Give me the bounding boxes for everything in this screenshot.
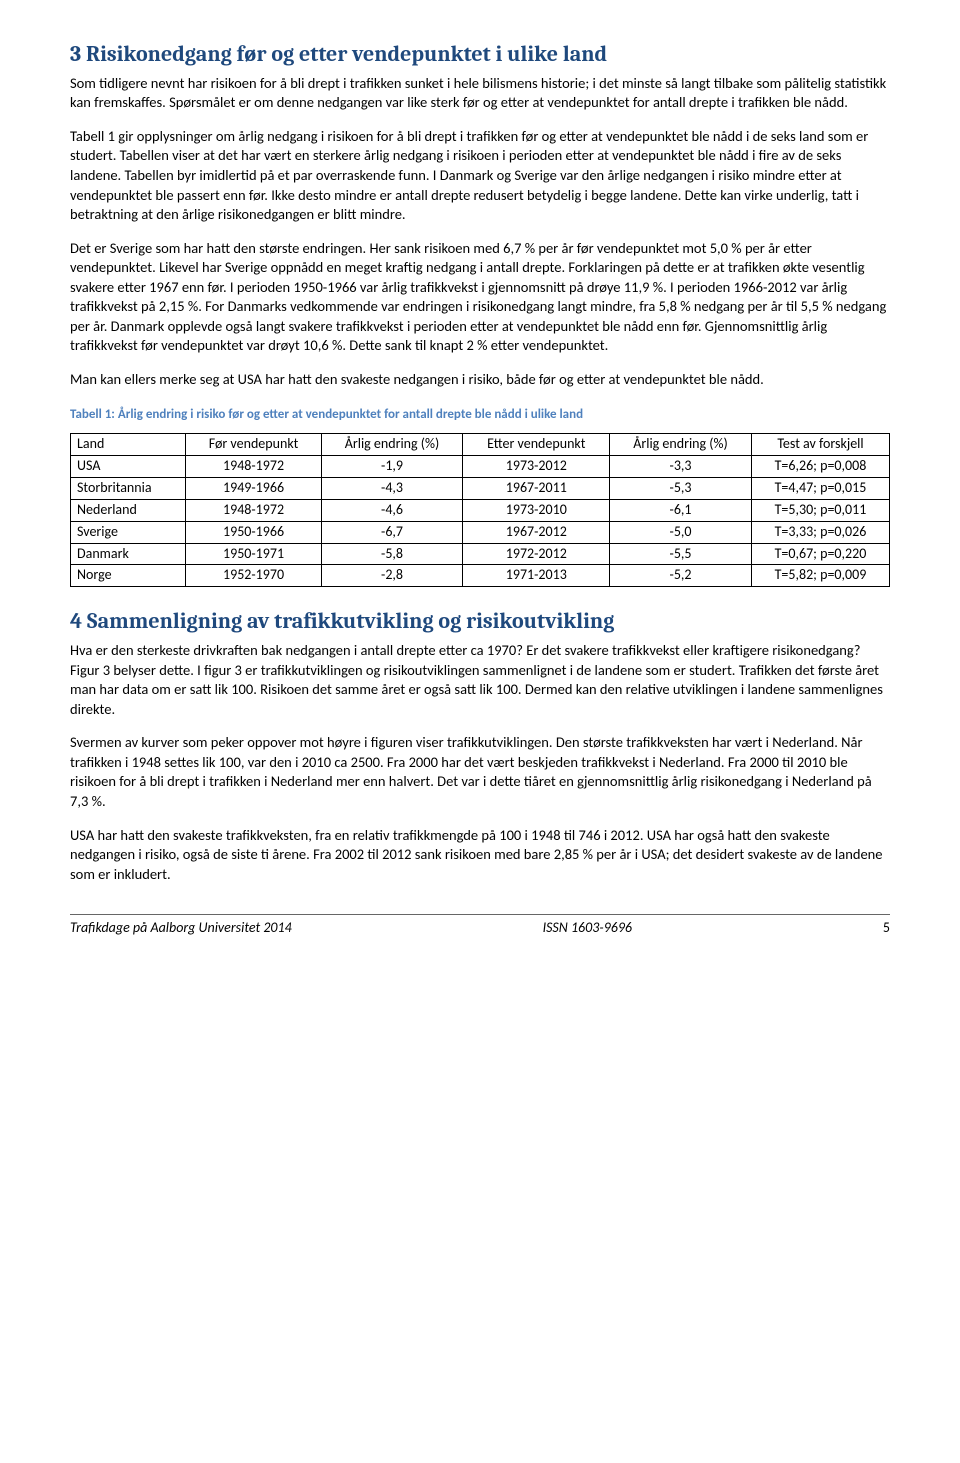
table-cell: Norge — [71, 565, 186, 587]
section-4-para-2: Svermen av kurver som peker oppover mot … — [70, 733, 890, 811]
table-row: Sverige1950-1966-6,71967-2012-5,0T=3,33;… — [71, 521, 890, 543]
table-row: Storbritannia1949-1966-4,31967-2011-5,3T… — [71, 477, 890, 499]
section-4-heading: 4 Sammenligning av trafikkutvikling og r… — [70, 607, 890, 637]
table-cell: -4,3 — [321, 477, 463, 499]
table-cell: T=6,26; p=0,008 — [751, 456, 889, 478]
section-3-para-1: Som tidligere nevnt har risikoen for å b… — [70, 74, 890, 113]
section-3-heading: 3 Risikonedgang før og etter vendepunkte… — [70, 40, 890, 70]
table-cell: 1973-2012 — [463, 456, 610, 478]
table-cell: -5,0 — [610, 521, 752, 543]
table-cell: USA — [71, 456, 186, 478]
table-cell: -6,7 — [321, 521, 463, 543]
table-header-row: Land Før vendepunkt Årlig endring (%) Et… — [71, 434, 890, 456]
table-row: Norge1952-1970-2,81971-2013-5,2T=5,82; p… — [71, 565, 890, 587]
table-cell: 1949-1966 — [186, 477, 321, 499]
section-3-para-3: Det er Sverige som har hatt den største … — [70, 239, 890, 356]
table-1-caption: Tabell 1: Årlig endring i risiko før og … — [70, 406, 890, 424]
th-arlig1: Årlig endring (%) — [321, 434, 463, 456]
th-land: Land — [71, 434, 186, 456]
section-4-para-1: Hva er den sterkeste drivkraften bak ned… — [70, 641, 890, 719]
table-row: Nederland1948-1972-4,61973-2010-6,1T=5,3… — [71, 499, 890, 521]
table-cell: 1967-2012 — [463, 521, 610, 543]
footer-middle: ISSN 1603-9696 — [543, 919, 632, 938]
page-footer: Trafikdage på Aalborg Universitet 2014 I… — [70, 914, 890, 938]
th-test: Test av forskjell — [751, 434, 889, 456]
th-arlig2: Årlig endring (%) — [610, 434, 752, 456]
section-4-para-3: USA har hatt den svakeste trafikkveksten… — [70, 826, 890, 885]
section-4: 4 Sammenligning av trafikkutvikling og r… — [70, 607, 890, 884]
table-cell: -5,2 — [610, 565, 752, 587]
table-cell: 1971-2013 — [463, 565, 610, 587]
table-cell: Sverige — [71, 521, 186, 543]
table-cell: -5,8 — [321, 543, 463, 565]
section-3-para-4: Man kan ellers merke seg at USA har hatt… — [70, 370, 890, 390]
table-cell: 1952-1970 — [186, 565, 321, 587]
section-3: 3 Risikonedgang før og etter vendepunkte… — [70, 40, 890, 390]
table-row: USA1948-1972-1,91973-2012-3,3T=6,26; p=0… — [71, 456, 890, 478]
table-cell: -6,1 — [610, 499, 752, 521]
table-cell: -5,5 — [610, 543, 752, 565]
table-cell: Storbritannia — [71, 477, 186, 499]
table-cell: -4,6 — [321, 499, 463, 521]
table-1: Land Før vendepunkt Årlig endring (%) Et… — [70, 433, 890, 587]
table-cell: T=3,33; p=0,026 — [751, 521, 889, 543]
table-cell: 1950-1966 — [186, 521, 321, 543]
table-cell: 1973-2010 — [463, 499, 610, 521]
table-cell: 1972-2012 — [463, 543, 610, 565]
section-3-para-2: Tabell 1 gir opplysninger om årlig nedga… — [70, 127, 890, 225]
table-cell: T=5,30; p=0,011 — [751, 499, 889, 521]
th-for: Før vendepunkt — [186, 434, 321, 456]
table-cell: Nederland — [71, 499, 186, 521]
table-cell: T=0,67; p=0,220 — [751, 543, 889, 565]
table-cell: -2,8 — [321, 565, 463, 587]
footer-left: Trafikdage på Aalborg Universitet 2014 — [70, 919, 292, 938]
th-etter: Etter vendepunkt — [463, 434, 610, 456]
table-cell: -1,9 — [321, 456, 463, 478]
table-cell: -3,3 — [610, 456, 752, 478]
table-cell: T=5,82; p=0,009 — [751, 565, 889, 587]
table-cell: T=4,47; p=0,015 — [751, 477, 889, 499]
table-cell: 1967-2011 — [463, 477, 610, 499]
footer-page-number: 5 — [883, 919, 890, 938]
table-cell: 1948-1972 — [186, 499, 321, 521]
table-cell: 1948-1972 — [186, 456, 321, 478]
table-cell: -5,3 — [610, 477, 752, 499]
table-row: Danmark1950-1971-5,81972-2012-5,5T=0,67;… — [71, 543, 890, 565]
table-cell: 1950-1971 — [186, 543, 321, 565]
table-cell: Danmark — [71, 543, 186, 565]
